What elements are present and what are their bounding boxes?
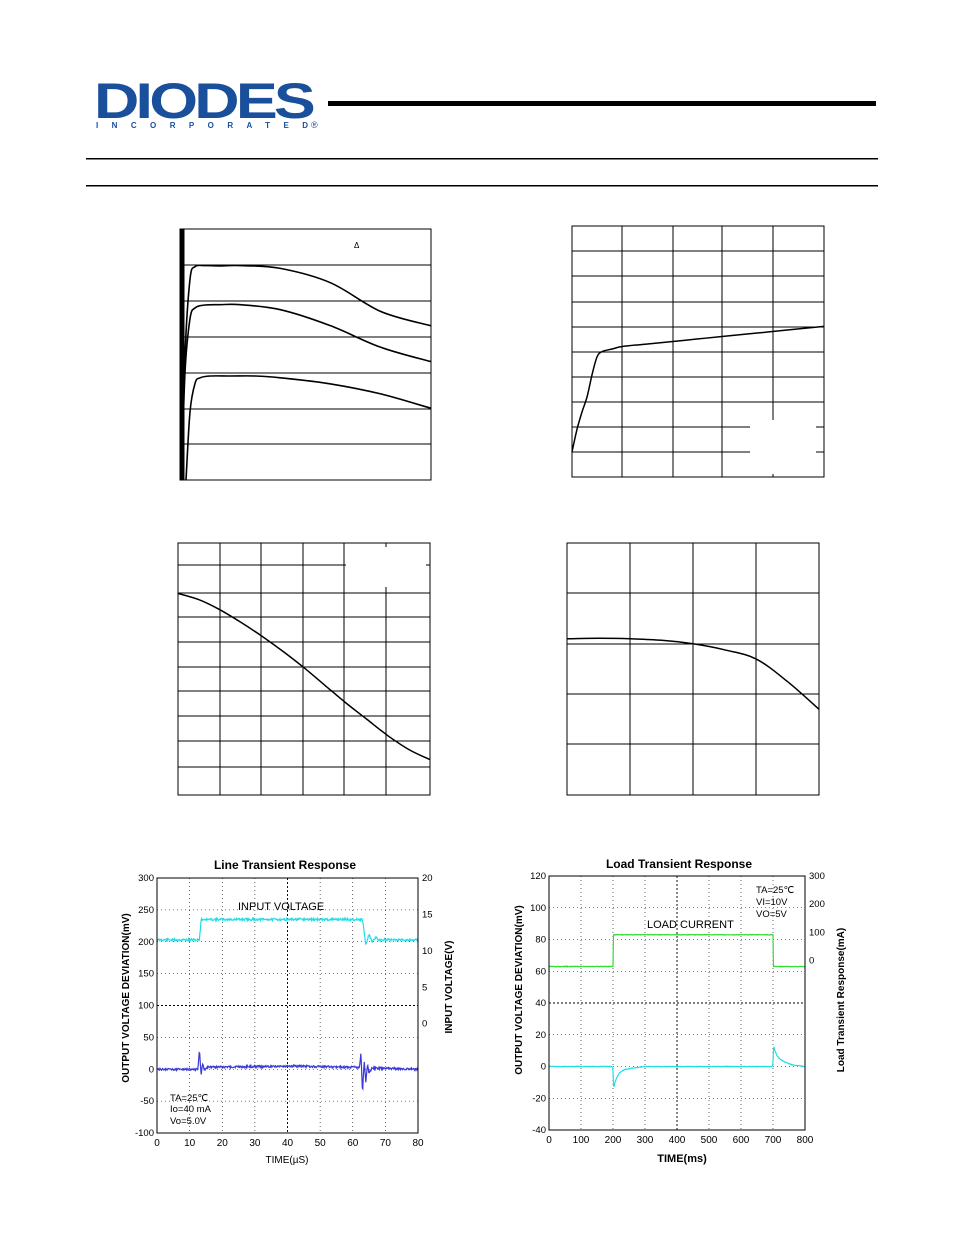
chart-2-frame (571, 225, 825, 478)
logo-wordmark: DIODES (94, 73, 314, 129)
chart-3-frame (177, 542, 431, 796)
chart-1-frame (179, 228, 432, 481)
chart2-curve (571, 325, 825, 453)
load-transient-ytick: -40 (532, 1125, 546, 1136)
diodes-logo: DIODES INCORPORATED ® (94, 73, 318, 130)
load-transient-xtick: 100 (573, 1135, 590, 1146)
load-transient-ytick: 100 (530, 903, 546, 914)
line-transient-ylabel: OUTPUT VOLTAGE DEVIATION(mV) (121, 913, 132, 1082)
chart-1-annotation: Δ (354, 241, 360, 250)
load-transient-ylabel: OUTPUT VOLTAGE DEVIATION(mV) (514, 905, 525, 1074)
load-transient-cond-vi: VI=10V (756, 897, 788, 908)
line-transient-xtick: 70 (380, 1138, 392, 1149)
line-transient-y2tick: 0 (422, 1019, 427, 1030)
load-transient-y2tick: 0 (809, 956, 814, 967)
chart1-curve-middle (180, 303, 432, 481)
load-transient-chart: Load Transient Response 0 100 200 300 400 500… (514, 857, 847, 1165)
line-transient-xtick: 60 (347, 1138, 359, 1149)
load-transient-xtick: 300 (637, 1135, 654, 1146)
load-transient-y2label: Load Transient Response(mA) (836, 928, 847, 1072)
line-transient-cond-io: Io=40 mA (170, 1104, 212, 1115)
line-transient-ytick: -50 (140, 1096, 154, 1107)
header-rule-2 (86, 185, 878, 187)
load-transient-cond-vo: VO=5V (756, 909, 788, 920)
chart1-curve-top (180, 264, 432, 481)
load-transient-ytick: 20 (535, 1030, 546, 1041)
line-transient-xlabel: TIME(µS) (266, 1155, 309, 1166)
line-transient-chart: Line Transient Response 0 10 20 30 40 50 60 70 8… (121, 858, 455, 1166)
chart3-curve (177, 592, 431, 761)
load-transient-load-label: LOAD CURRENT (647, 919, 734, 931)
load-transient-xtick: 500 (701, 1135, 718, 1146)
line-transient-xtick: 50 (315, 1138, 327, 1149)
chart-3-legend-mask (346, 547, 426, 587)
line-transient-y2tick: 5 (422, 982, 427, 993)
line-transient-xtick: 20 (217, 1138, 229, 1149)
line-transient-cond-vo: Vo=5.0V (170, 1116, 207, 1127)
chart-2-legend-mask (750, 420, 816, 474)
chart1-curve-bottom (185, 375, 432, 481)
load-transient-y2tick: 100 (809, 927, 825, 938)
line-transient-input-voltage (156, 916, 419, 946)
line-transient-ytick: 0 (149, 1064, 154, 1075)
logo-registered-mark: ® (311, 120, 318, 130)
load-transient-ytick: 80 (535, 935, 546, 946)
load-transient-title: Load Transient Response (606, 857, 752, 871)
chart-1: Δ (179, 228, 432, 481)
chart4-curve (566, 637, 820, 710)
line-transient-xtick: 80 (412, 1138, 424, 1149)
load-transient-ytick: 60 (535, 966, 546, 977)
load-transient-y2tick: 200 (809, 899, 825, 910)
load-transient-xlabel: TIME(ms) (657, 1153, 707, 1165)
load-transient-xtick: 400 (669, 1135, 686, 1146)
load-transient-xtick: 800 (797, 1135, 814, 1146)
load-transient-xtick: 0 (546, 1135, 552, 1146)
load-transient-xtick: 200 (605, 1135, 622, 1146)
load-transient-output-deviation (548, 1046, 806, 1087)
chart-4-frame (566, 542, 820, 796)
line-transient-frame (156, 877, 419, 1134)
load-transient-ytick: -20 (532, 1093, 546, 1104)
line-transient-xtick: 10 (184, 1138, 196, 1149)
line-transient-ytick: 150 (138, 969, 154, 980)
chart-4-legend-mask (570, 700, 628, 792)
load-transient-xtick: 600 (733, 1135, 750, 1146)
line-transient-ytick: -100 (135, 1128, 154, 1139)
load-transient-ytick: 40 (535, 998, 546, 1009)
load-transient-y2tick: 300 (809, 871, 825, 882)
line-transient-xtick: 30 (249, 1138, 261, 1149)
load-transient-ytick: 120 (530, 871, 546, 882)
line-transient-ytick: 250 (138, 905, 154, 916)
header-rule-1 (86, 158, 878, 160)
load-transient-ytick: 0 (541, 1062, 546, 1073)
line-transient-ytick: 50 (143, 1032, 154, 1043)
line-transient-xtick: 0 (154, 1138, 160, 1149)
line-transient-ytick: 200 (138, 937, 154, 948)
line-transient-cond-ta: TA=25℃ (170, 1093, 209, 1104)
line-transient-y2label: INPUT VOLTAGE(V) (444, 941, 455, 1034)
chart-2 (571, 225, 825, 478)
line-transient-output-deviation (156, 1051, 419, 1091)
line-transient-xtick: 40 (282, 1138, 294, 1149)
chart-3 (177, 542, 431, 796)
load-transient-frame (548, 875, 806, 1131)
line-transient-y2tick: 10 (422, 946, 433, 957)
load-transient-cond-ta: TA=25℃ (756, 885, 795, 896)
load-transient-xtick: 700 (765, 1135, 782, 1146)
line-transient-ytick: 300 (138, 873, 154, 884)
line-transient-y2tick: 15 (422, 909, 433, 920)
header-rule-thick (328, 101, 876, 106)
line-transient-ytick: 100 (138, 1001, 154, 1012)
load-transient-load-current (549, 933, 806, 968)
line-transient-title: Line Transient Response (214, 858, 356, 872)
chart-4 (566, 542, 820, 796)
line-transient-input-label: INPUT VOLTAGE (238, 901, 324, 913)
line-transient-y2tick: 20 (422, 873, 433, 884)
